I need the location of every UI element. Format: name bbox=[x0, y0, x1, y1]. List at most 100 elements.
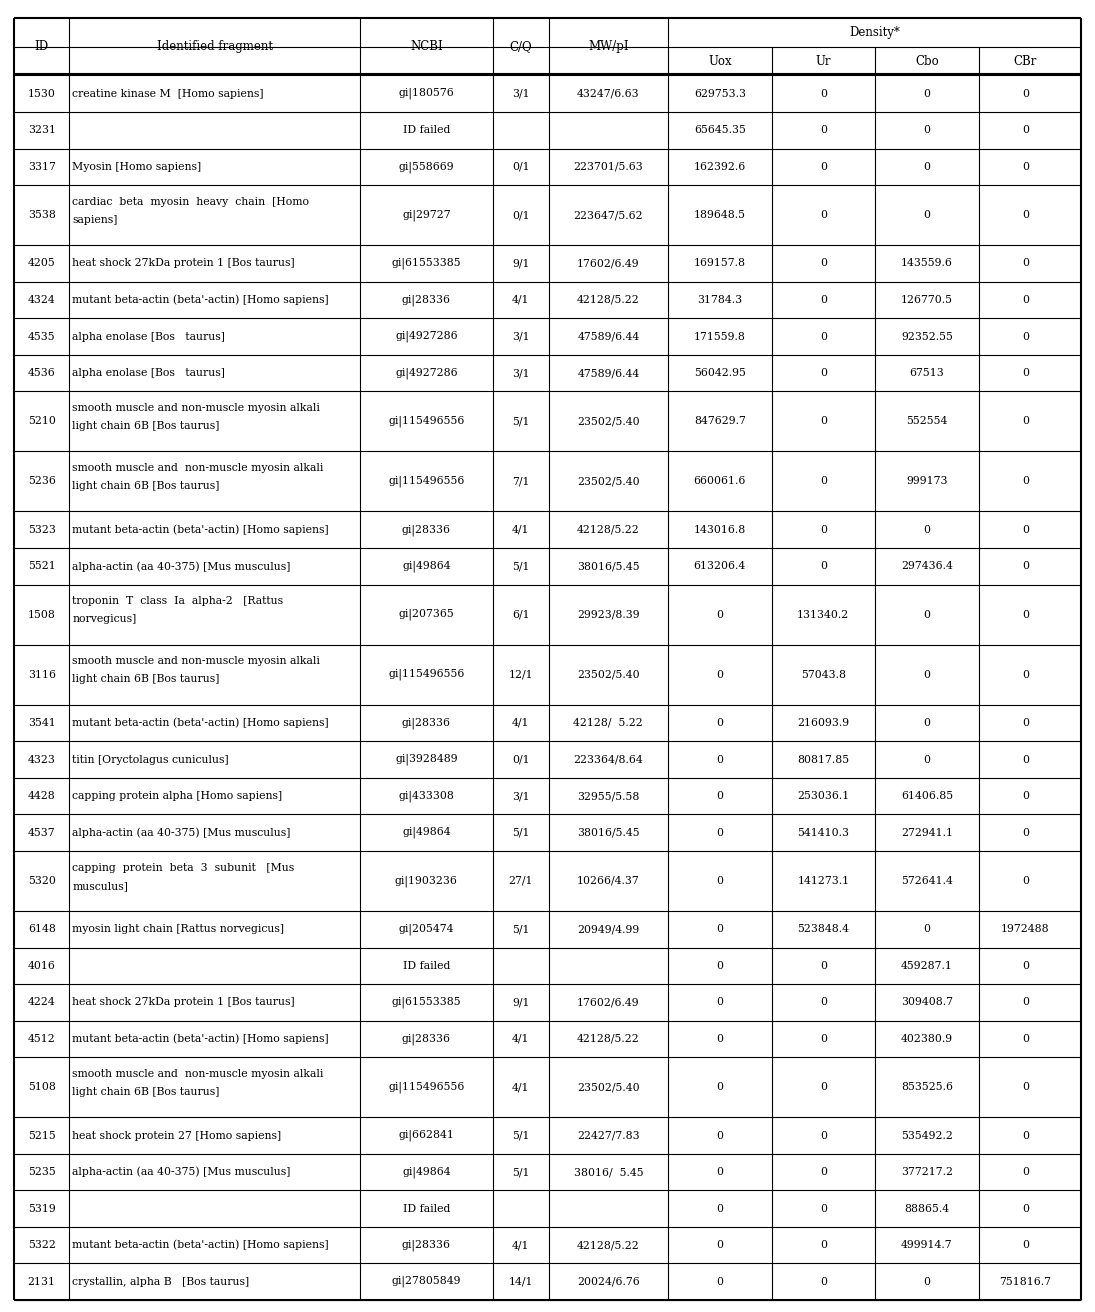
Text: 0: 0 bbox=[1022, 1082, 1029, 1092]
Text: 0: 0 bbox=[1022, 1240, 1029, 1250]
Text: troponin  T  class  Ia  alpha-2   [Rattus: troponin T class Ia alpha-2 [Rattus bbox=[72, 597, 284, 606]
Text: 5108: 5108 bbox=[27, 1082, 56, 1092]
Text: 853525.6: 853525.6 bbox=[901, 1082, 953, 1092]
Text: 0: 0 bbox=[1022, 669, 1029, 680]
Text: 5319: 5319 bbox=[27, 1203, 56, 1214]
Text: capping  protein  beta  3  subunit   [Mus: capping protein beta 3 subunit [Mus bbox=[72, 863, 295, 872]
Text: 20949/4.99: 20949/4.99 bbox=[577, 924, 639, 934]
Text: 0: 0 bbox=[1022, 791, 1029, 802]
Text: 4537: 4537 bbox=[28, 828, 56, 837]
Text: cardiac  beta  myosin  heavy  chain  [Homo: cardiac beta myosin heavy chain [Homo bbox=[72, 197, 310, 207]
Text: 0: 0 bbox=[1022, 476, 1029, 487]
Text: 0: 0 bbox=[1022, 754, 1029, 765]
Text: 6148: 6148 bbox=[27, 924, 56, 934]
Text: 5215: 5215 bbox=[27, 1131, 56, 1140]
Text: musculus]: musculus] bbox=[72, 880, 128, 891]
Text: 0: 0 bbox=[716, 718, 724, 728]
Text: 552554: 552554 bbox=[907, 416, 947, 426]
Text: 0: 0 bbox=[820, 89, 827, 98]
Text: 0: 0 bbox=[820, 161, 827, 172]
Text: 0: 0 bbox=[820, 960, 827, 971]
Text: 0: 0 bbox=[820, 210, 827, 220]
Text: 92352.55: 92352.55 bbox=[901, 332, 953, 341]
Text: 847629.7: 847629.7 bbox=[694, 416, 746, 426]
Text: 3/1: 3/1 bbox=[512, 791, 530, 802]
Text: 0: 0 bbox=[1022, 161, 1029, 172]
Text: capping protein alpha [Homo sapiens]: capping protein alpha [Homo sapiens] bbox=[72, 791, 283, 802]
Text: 216093.9: 216093.9 bbox=[797, 718, 850, 728]
Text: gi|29727: gi|29727 bbox=[402, 210, 451, 220]
Text: mutant beta-actin (beta'-actin) [Homo sapiens]: mutant beta-actin (beta'-actin) [Homo sa… bbox=[72, 718, 330, 728]
Text: mutant beta-actin (beta'-actin) [Homo sapiens]: mutant beta-actin (beta'-actin) [Homo sa… bbox=[72, 1240, 330, 1250]
Text: 0: 0 bbox=[923, 610, 931, 619]
Text: gi|3928489: gi|3928489 bbox=[395, 754, 458, 765]
Text: 751816.7: 751816.7 bbox=[1000, 1277, 1051, 1287]
Text: 169157.8: 169157.8 bbox=[694, 258, 746, 269]
Text: 3/1: 3/1 bbox=[512, 332, 530, 341]
Text: 535492.2: 535492.2 bbox=[901, 1131, 953, 1140]
Text: gi|205474: gi|205474 bbox=[399, 924, 454, 935]
Text: 0: 0 bbox=[1022, 210, 1029, 220]
Text: gi|28336: gi|28336 bbox=[402, 1240, 451, 1250]
Text: Uox: Uox bbox=[708, 55, 731, 68]
Text: 0: 0 bbox=[716, 997, 724, 1008]
Text: 4/1: 4/1 bbox=[512, 525, 530, 535]
Text: 23502/5.40: 23502/5.40 bbox=[577, 669, 639, 680]
Text: 0: 0 bbox=[923, 669, 931, 680]
Text: 629753.3: 629753.3 bbox=[694, 89, 746, 98]
Text: C/Q: C/Q bbox=[509, 41, 532, 54]
Text: 0: 0 bbox=[923, 754, 931, 765]
Text: 4323: 4323 bbox=[27, 754, 56, 765]
Text: 0: 0 bbox=[923, 924, 931, 934]
Text: gi|1903236: gi|1903236 bbox=[395, 875, 458, 887]
Text: 4/1: 4/1 bbox=[512, 1240, 530, 1250]
Text: 1972488: 1972488 bbox=[1001, 924, 1050, 934]
Text: 0: 0 bbox=[1022, 610, 1029, 619]
Text: 131340.2: 131340.2 bbox=[797, 610, 850, 619]
Text: 0: 0 bbox=[1022, 332, 1029, 341]
Text: 65645.35: 65645.35 bbox=[694, 125, 746, 135]
Text: 4224: 4224 bbox=[27, 997, 56, 1008]
Text: ID failed: ID failed bbox=[403, 960, 450, 971]
Text: 0: 0 bbox=[1022, 997, 1029, 1008]
Text: ID failed: ID failed bbox=[403, 125, 450, 135]
Text: 126770.5: 126770.5 bbox=[901, 295, 953, 304]
Text: 0: 0 bbox=[820, 332, 827, 341]
Text: 23502/5.40: 23502/5.40 bbox=[577, 1082, 639, 1092]
Text: 0: 0 bbox=[716, 1203, 724, 1214]
Text: 14/1: 14/1 bbox=[508, 1277, 533, 1287]
Text: 499914.7: 499914.7 bbox=[901, 1240, 953, 1250]
Text: 27/1: 27/1 bbox=[508, 876, 533, 886]
Text: gi|4927286: gi|4927286 bbox=[395, 331, 458, 342]
Text: 38016/5.45: 38016/5.45 bbox=[577, 562, 639, 571]
Text: 2131: 2131 bbox=[27, 1277, 56, 1287]
Text: 42128/5.22: 42128/5.22 bbox=[577, 295, 639, 304]
Text: creatine kinase M  [Homo sapiens]: creatine kinase M [Homo sapiens] bbox=[72, 89, 264, 98]
Text: 171559.8: 171559.8 bbox=[694, 332, 746, 341]
Text: smooth muscle and  non-muscle myosin alkali: smooth muscle and non-muscle myosin alka… bbox=[72, 1069, 324, 1078]
Text: 57043.8: 57043.8 bbox=[800, 669, 845, 680]
Text: 5/1: 5/1 bbox=[512, 924, 530, 934]
Text: 10266/4.37: 10266/4.37 bbox=[577, 876, 639, 886]
Text: 1508: 1508 bbox=[27, 610, 56, 619]
Text: 0: 0 bbox=[1022, 1203, 1029, 1214]
Text: 0: 0 bbox=[820, 416, 827, 426]
Text: 4205: 4205 bbox=[27, 258, 56, 269]
Text: 253036.1: 253036.1 bbox=[797, 791, 850, 802]
Text: 141273.1: 141273.1 bbox=[797, 876, 850, 886]
Text: 38016/  5.45: 38016/ 5.45 bbox=[574, 1168, 643, 1177]
Text: 0: 0 bbox=[1022, 525, 1029, 535]
Text: 613206.4: 613206.4 bbox=[694, 562, 746, 571]
Text: 143559.6: 143559.6 bbox=[901, 258, 953, 269]
Text: ID: ID bbox=[35, 41, 49, 54]
Text: 0: 0 bbox=[716, 1240, 724, 1250]
Text: 0: 0 bbox=[1022, 89, 1029, 98]
Text: 377217.2: 377217.2 bbox=[901, 1168, 953, 1177]
Text: gi|61553385: gi|61553385 bbox=[392, 997, 461, 1008]
Text: 4/1: 4/1 bbox=[512, 718, 530, 728]
Text: 0: 0 bbox=[716, 1168, 724, 1177]
Text: 31784.3: 31784.3 bbox=[698, 295, 742, 304]
Text: 5/1: 5/1 bbox=[512, 416, 530, 426]
Text: 0: 0 bbox=[1022, 718, 1029, 728]
Text: 0: 0 bbox=[820, 1034, 827, 1044]
